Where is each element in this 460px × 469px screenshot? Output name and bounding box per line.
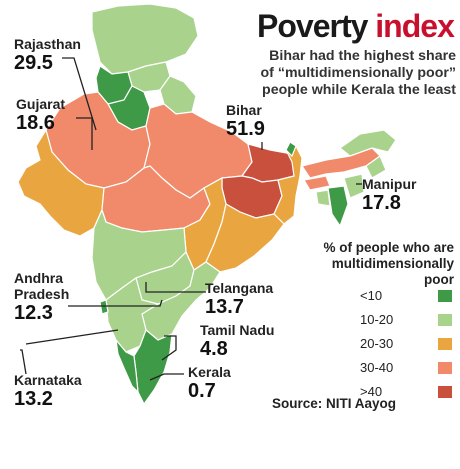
leader-gujarat: [76, 117, 93, 150]
callout-bihar: Bihar 51.9: [226, 102, 265, 140]
callout-rajasthan: Rajasthan 29.5: [14, 36, 81, 74]
legend-swatch: [438, 290, 452, 302]
region-sikkim: [285, 141, 297, 158]
legend-item: <10: [360, 288, 454, 304]
callout-state: Gujarat: [16, 96, 66, 112]
legend-item: 10-20: [360, 312, 454, 328]
leader-kerala: [149, 373, 184, 381]
callout-value: 4.8: [200, 338, 228, 360]
callout-gujarat: Gujarat 18.6: [16, 96, 65, 134]
region-manipur: [343, 173, 365, 199]
region-kerala: [115, 337, 139, 394]
legend-item: 30-40: [360, 360, 454, 376]
subtitle-line-1: Bihar had the highest share: [269, 48, 456, 64]
region-gujarat: [17, 128, 105, 237]
callout-state: Manipur: [362, 176, 417, 192]
region-tripura: [315, 189, 331, 207]
legend-label: >40: [360, 384, 383, 399]
legend-item: 20-30: [360, 336, 454, 352]
legend-label: <10: [360, 288, 383, 303]
leader-karnataka-2: [25, 329, 119, 345]
callout-value: 0.7: [188, 380, 216, 402]
leader-rajasthan: [62, 57, 97, 131]
callout-state: Kerala: [188, 364, 231, 380]
callout-tamil-nadu: Tamil Nadu 4.8: [200, 322, 274, 360]
legend-item: >40: [360, 384, 454, 400]
region-nagaland: [365, 155, 387, 179]
subtitle-line-3: people while Kerala the least: [262, 82, 456, 98]
legend-swatch: [438, 362, 452, 374]
region-mizoram: [327, 185, 349, 228]
callout-value: 12.3: [14, 302, 53, 324]
title-main: Poverty: [257, 8, 368, 44]
callout-state: Telangana: [205, 280, 274, 296]
region-karnataka: [105, 277, 160, 353]
region-jammu-kashmir: [91, 3, 199, 75]
callout-kerala: Kerala 0.7: [188, 364, 231, 402]
callout-telangana: Telangana 13.7: [205, 280, 273, 318]
callout-state: Rajasthan: [14, 36, 81, 52]
legend-label: 10-20: [360, 312, 394, 327]
callout-state: Andhra Pradesh: [14, 270, 70, 302]
callout-karnataka: Karnataka 13.2: [14, 372, 82, 410]
subtitle: Bihar had the highest share of “multidim…: [246, 48, 456, 99]
leader-telangana: [145, 282, 206, 293]
region-meghalaya: [303, 175, 331, 191]
callout-state: Karnataka: [14, 372, 82, 388]
legend-swatch: [438, 314, 452, 326]
legend-label: 30-40: [360, 360, 394, 375]
callout-state: Tamil Nadu: [200, 322, 275, 338]
callout-value: 18.6: [16, 112, 55, 134]
callout-value: 13.7: [205, 296, 244, 318]
source-note: Source: NITI Aayog: [272, 396, 397, 411]
callout-value: 17.8: [362, 192, 401, 214]
leader-tamil-nadu: [161, 335, 177, 361]
callout-value: 13.2: [14, 388, 53, 410]
callout-manipur: Manipur 17.8: [362, 176, 416, 214]
legend-title: % of people who are multidimensionally p…: [323, 240, 454, 287]
legend-swatch: [438, 338, 452, 350]
subtitle-line-2: of “multidimensionally poor”: [260, 65, 456, 81]
legend-label: 20-30: [360, 336, 394, 351]
region-arunachal: [338, 129, 397, 157]
callout-value: 51.9: [226, 118, 265, 140]
callout-andhra-pradesh: Andhra Pradesh 12.3: [14, 270, 78, 324]
title-accent: index: [375, 8, 455, 44]
leader-karnataka: [20, 349, 27, 375]
region-goa: [99, 299, 109, 315]
page-title: Poverty index: [257, 8, 455, 45]
callout-state: Bihar: [226, 102, 262, 118]
leader-andhra: [68, 299, 163, 307]
callout-value: 29.5: [14, 52, 53, 74]
region-assam: [301, 147, 381, 179]
legend-swatch: [438, 386, 452, 398]
